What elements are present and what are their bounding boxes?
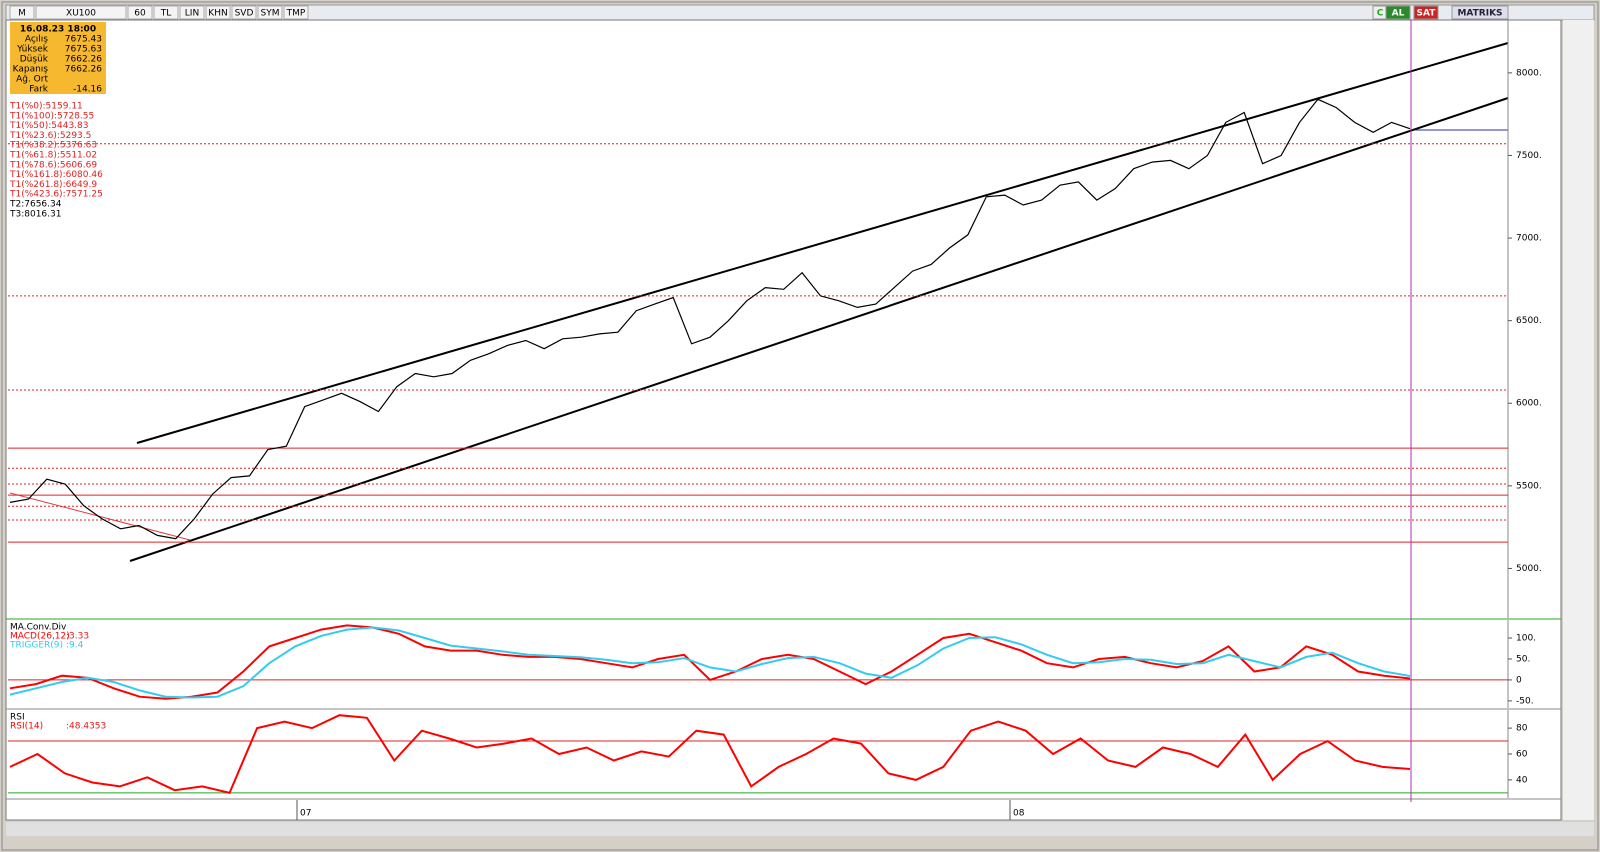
legend-value: :3.33 [66,632,89,642]
info-box [10,22,106,94]
y-tick-label: 6000. [1516,399,1542,409]
toolbar-button[interactable] [9,5,35,20]
toolbar-button[interactable] [35,5,127,20]
level-label: T1(%61.8):5511.02 [9,151,97,161]
y-tick-label: 7500. [1516,151,1542,161]
channel-lower [129,97,1509,562]
trend-line [9,492,191,541]
toolbar-button[interactable] [153,5,179,20]
toolbar-label[interactable]: TL [160,9,172,19]
info-value: 7675.43 [65,35,102,45]
chart-area [5,19,1562,821]
toolbar-label[interactable]: 60 [134,9,146,19]
info-value: 7662.26 [65,65,102,75]
y-tick-label: 40 [1516,775,1528,785]
y-tick-label: 5000. [1516,564,1542,574]
y-tick-label: 6500. [1516,316,1542,326]
y-tick-label: 60 [1516,750,1528,760]
channel-upper [136,42,1509,444]
toolbar-label[interactable]: SVD [235,9,254,19]
x-tick-label: 08 [1013,809,1025,819]
toolbar-button[interactable] [205,5,231,20]
legend-name: MACD(26,12) [10,632,70,642]
level-label: T1(%78.6):5606.69 [9,160,97,170]
info-label: Ağ. Ort [16,75,48,85]
scroll-bar [6,822,1594,836]
info-value: -14.16 [73,85,102,95]
toolbar-button[interactable] [127,5,153,20]
y-tick-label: 0 [1516,675,1522,685]
toolbar-button[interactable] [231,5,257,20]
toolbar-button[interactable] [1413,5,1439,20]
y-tick-label: 7000. [1516,234,1542,244]
level-label: T1(%261.8):6649.9 [9,180,97,190]
level-label: T1(%23.6):5293.5 [9,131,91,141]
toolbar-label[interactable]: C [1377,9,1384,19]
toolbar-button[interactable] [1451,5,1509,20]
toolbar-label[interactable]: XU100 [66,9,96,19]
toolbar-label[interactable]: SYM [261,9,280,19]
target-label: T3:8016.31 [9,209,61,219]
toolbar-button[interactable] [257,5,283,20]
info-label: Kapanış [13,65,49,75]
y-tick-label: -50. [1516,696,1534,706]
info-value: 7662.26 [65,55,102,65]
level-label: T1(%100):5728.55 [9,111,94,121]
indicator-line [9,714,1411,794]
info-label: Fark [29,85,49,95]
legend-name: TRIGGER(9) [9,641,63,651]
toolbar-label[interactable]: AL [1392,9,1405,19]
toolbar-label[interactable]: LIN [185,9,199,19]
indicator-line [9,624,1411,700]
toolbar-button[interactable] [179,5,205,20]
toolbar-label[interactable]: SAT [1417,9,1437,19]
toolbar-label[interactable]: M [18,9,26,19]
panel-title: MA.Conv.Div [10,623,67,633]
level-label: T1(%0):5159.11 [9,102,83,112]
level-label: T1(%38.2):5376.63 [9,141,97,151]
y-tick-label: 5500. [1516,481,1542,491]
level-label: T1(%161.8):6080.46 [9,170,103,180]
y-tick-label: 50. [1516,654,1530,664]
info-label: Yüksek [16,45,49,55]
x-tick-label: 07 [300,809,311,819]
level-label: T1(%50):5443.83 [9,121,89,131]
y-tick-label: 80 [1516,724,1528,734]
price-line [9,98,1411,540]
panel-title: RSI [10,713,25,723]
legend-value: :9.4 [66,641,84,651]
legend-value: :48.4353 [66,722,106,732]
y-tick-label: 100. [1516,634,1536,644]
level-label: T1(%423.6):7571.25 [9,190,103,200]
info-label: Düşük [20,55,49,65]
info-value: 7675.63 [65,45,102,55]
toolbar-button[interactable] [1385,5,1411,20]
scroll-area [1563,20,1594,820]
toolbar-label[interactable]: MATRIKS [1457,9,1502,19]
target-label: T2:7656.34 [9,200,62,210]
y-tick-label: 8000. [1516,68,1542,78]
info-label: Açılış [25,35,48,45]
legend-name: RSI(14) [10,722,43,732]
indicator-line [9,626,1411,699]
toolbar-button[interactable] [283,5,309,20]
toolbar-label[interactable]: TMP [286,9,306,19]
toolbar-label[interactable]: KHN [208,9,227,19]
info-date: 16.08.23 18:00 [20,25,96,35]
